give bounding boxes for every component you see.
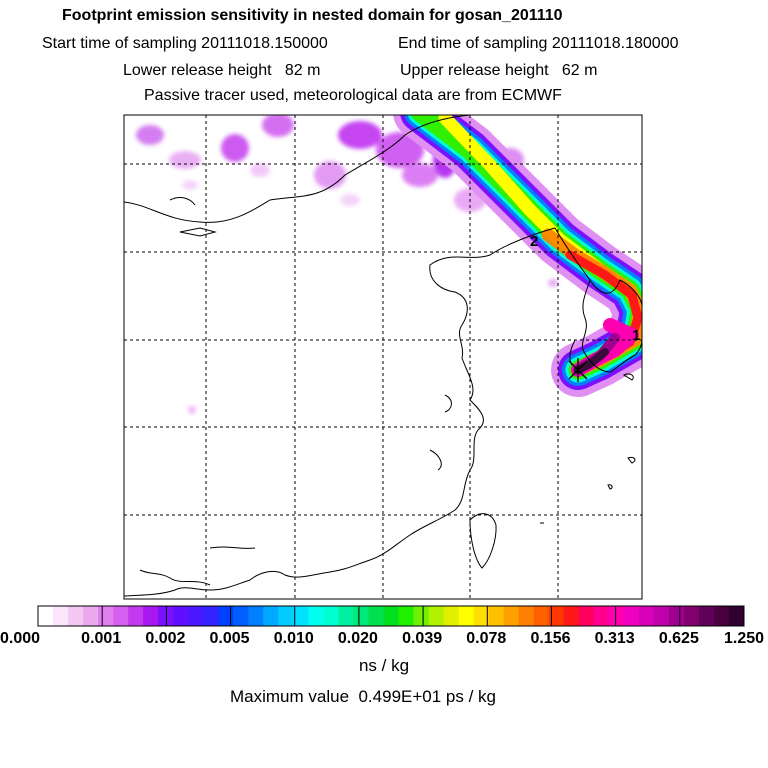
map-frame bbox=[123, 114, 643, 600]
colorbar-swatch bbox=[98, 606, 114, 626]
colorbar-swatch bbox=[488, 606, 505, 626]
colorbar-tick-label: 0.000 bbox=[0, 630, 41, 647]
colorbar-swatch bbox=[38, 606, 54, 626]
colorbar-swatch bbox=[713, 606, 730, 626]
colorbar-swatch bbox=[308, 606, 324, 626]
lat-lon-grid bbox=[124, 115, 642, 599]
colorbar-swatch bbox=[668, 606, 685, 626]
colorbar-swatch bbox=[263, 606, 279, 626]
colorbar-swatch bbox=[203, 606, 219, 626]
colorbar-swatch bbox=[728, 606, 745, 626]
tracer-info-label: Passive tracer used, meteorological data… bbox=[144, 87, 562, 104]
colorbar-swatch bbox=[503, 606, 520, 626]
colorbar-swatch bbox=[623, 606, 640, 626]
colorbar bbox=[37, 606, 745, 626]
colorbar-swatch bbox=[293, 606, 309, 626]
colorbar-tick-label: 0.156 bbox=[530, 630, 571, 647]
colorbar-swatch bbox=[413, 606, 430, 626]
colorbar-tick-label: 0.010 bbox=[273, 630, 314, 647]
receptor-marker bbox=[568, 358, 588, 382]
colorbar-tick-label: 0.313 bbox=[594, 630, 635, 647]
colorbar-swatch bbox=[83, 606, 99, 626]
colorbar-swatch bbox=[428, 606, 445, 626]
colorbar-tick-label: 0.001 bbox=[81, 630, 122, 647]
lower-release-label: Lower release height 82 m bbox=[123, 62, 321, 79]
colorbar-tick-label: 0.002 bbox=[145, 630, 186, 647]
colorbar-swatch bbox=[338, 606, 354, 626]
colorbar-swatch bbox=[473, 606, 490, 626]
colorbar-swatch bbox=[683, 606, 700, 626]
trajectory-label-1: 1 bbox=[632, 327, 640, 344]
colorbar-tick-label: 0.039 bbox=[402, 630, 443, 647]
trajectory-label-2: 2 bbox=[530, 233, 538, 250]
colorbar-tick-label: 1.250 bbox=[724, 630, 765, 647]
units-label: ns / kg bbox=[358, 656, 410, 675]
colorbar-swatch bbox=[533, 606, 550, 626]
colorbar-tick-label: 0.078 bbox=[466, 630, 507, 647]
colorbar-swatch bbox=[638, 606, 655, 626]
colorbar-swatch bbox=[113, 606, 129, 626]
colorbar-swatch bbox=[518, 606, 535, 626]
plot-title: Footprint emission sensitivity in nested… bbox=[62, 7, 563, 24]
coastlines bbox=[124, 115, 642, 597]
colorbar-tick-label: 0.005 bbox=[209, 630, 250, 647]
colorbar-swatch bbox=[233, 606, 249, 626]
colorbar-swatch bbox=[563, 606, 580, 626]
colorbar-swatch bbox=[608, 606, 625, 626]
colorbar-swatch bbox=[53, 606, 69, 626]
colorbar-swatch bbox=[68, 606, 84, 626]
colorbar-tick-label: 0.020 bbox=[337, 630, 378, 647]
sensitivity-plume bbox=[393, 115, 642, 397]
upper-release-label: Upper release height 62 m bbox=[400, 62, 598, 79]
max-value-label: Maximum value 0.499E+01 ps / kg bbox=[230, 687, 496, 706]
colorbar-swatch bbox=[323, 606, 339, 626]
colorbar-swatch bbox=[443, 606, 460, 626]
colorbar-swatch bbox=[368, 606, 384, 626]
colorbar-swatch bbox=[188, 606, 204, 626]
colorbar-swatch bbox=[653, 606, 670, 626]
colorbar-swatch bbox=[278, 606, 294, 626]
colorbar-tick-label: 0.625 bbox=[658, 630, 699, 647]
colorbar-swatch bbox=[143, 606, 159, 626]
colorbar-swatch bbox=[218, 606, 234, 626]
colorbar-swatch bbox=[398, 606, 415, 626]
start-time-label: Start time of sampling 20111018.150000 bbox=[42, 35, 328, 52]
colorbar-swatch bbox=[548, 606, 565, 626]
colorbar-swatch bbox=[578, 606, 595, 626]
colorbar-swatch bbox=[593, 606, 610, 626]
colorbar-frame bbox=[37, 605, 745, 627]
colorbar-swatch bbox=[458, 606, 475, 626]
colorbar-swatch bbox=[173, 606, 189, 626]
colorbar-swatch bbox=[353, 606, 369, 626]
colorbar-swatch bbox=[698, 606, 715, 626]
colorbar-swatch bbox=[128, 606, 144, 626]
colorbar-swatch bbox=[383, 606, 400, 626]
end-time-label: End time of sampling 20111018.180000 bbox=[398, 35, 679, 52]
colorbar-swatch bbox=[248, 606, 264, 626]
